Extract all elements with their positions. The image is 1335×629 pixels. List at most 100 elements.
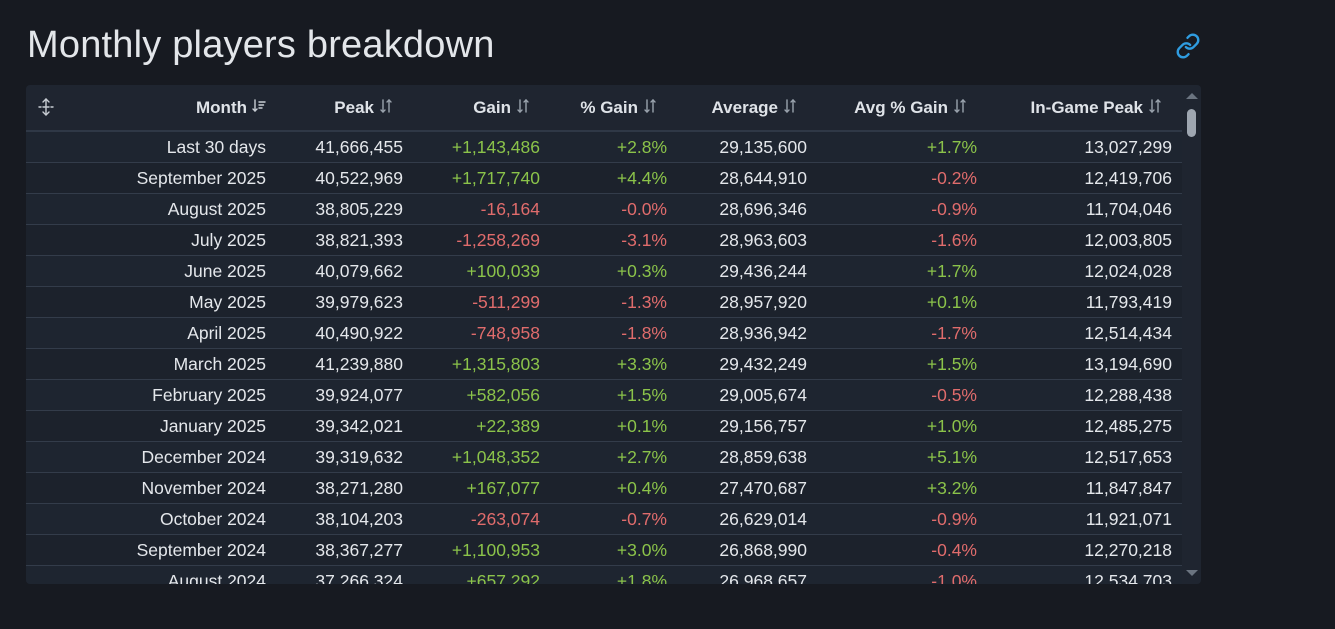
cell-in-game-peak: 12,288,438: [1084, 385, 1172, 405]
sort-icon: [379, 86, 393, 131]
vertical-scrollbar[interactable]: [1182, 85, 1201, 584]
cell-peak: 38,367,277: [315, 540, 403, 560]
cell-month: Last 30 days: [166, 137, 266, 157]
cell-avg-pct-gain: -1.6%: [931, 230, 977, 250]
cell-peak: 39,342,021: [315, 416, 403, 436]
column-header-label: Avg % Gain: [854, 98, 948, 117]
cell-avg-pct-gain: -0.2%: [931, 168, 977, 188]
cell-avg-pct-gain: -0.9%: [931, 509, 977, 529]
table-row: August 2024 37,266,324 +657,292 +1.8% 26,968…: [26, 566, 1182, 584]
cell-in-game-peak: 11,921,071: [1085, 509, 1172, 529]
cell-gain: +167,077: [466, 478, 540, 498]
cell-pct-gain: +2.8%: [616, 137, 667, 157]
column-header-in-game-peak[interactable]: In-Game Peak: [968, 85, 1162, 130]
cell-peak: 38,805,229: [315, 199, 403, 219]
cell-month: September 2025: [136, 168, 266, 188]
cell-gain: -263,074: [470, 509, 540, 529]
table-body: Last 30 days 41,666,455 +1,143,486 +2.8% 29,…: [26, 132, 1182, 584]
cell-in-game-peak: 11,704,046: [1085, 199, 1172, 219]
sort-icon: [516, 86, 530, 131]
column-header-peak[interactable]: Peak: [266, 85, 393, 130]
sort-icon: [643, 86, 657, 131]
scrollbar-thumb[interactable]: [1187, 109, 1196, 137]
cell-average: 27,470,687: [719, 478, 807, 498]
cell-peak: 41,666,455: [315, 137, 403, 157]
cell-in-game-peak: 12,485,275: [1084, 416, 1172, 436]
cell-avg-pct-gain: -0.5%: [931, 385, 977, 405]
column-header-month[interactable]: Month: [111, 85, 266, 130]
cell-gain: +1,100,953: [451, 540, 540, 560]
cell-month: November 2024: [141, 478, 266, 498]
cell-average: 28,957,920: [719, 292, 807, 312]
cell-average: 28,644,910: [719, 168, 807, 188]
cell-pct-gain: +2.7%: [616, 447, 667, 467]
table-row: August 2025 38,805,229 -16,164 -0.0% 28,696,…: [26, 194, 1182, 225]
scroll-up-arrow-icon[interactable]: [1186, 93, 1198, 99]
column-header-gain[interactable]: Gain: [396, 85, 530, 130]
monthly-players-table: Month Peak Gain % Gain Average Avg % Gai…: [26, 85, 1201, 584]
cell-avg-pct-gain: +1.7%: [926, 137, 977, 157]
column-header-pct-gain[interactable]: % Gain: [531, 85, 657, 130]
cell-gain: +582,056: [466, 385, 540, 405]
cell-month: May 2025: [189, 292, 266, 312]
cell-gain: -16,164: [480, 199, 540, 219]
cell-gain: -511,299: [472, 292, 540, 312]
cell-in-game-peak: 13,194,690: [1084, 354, 1172, 374]
table-row: November 2024 38,271,280 +167,077 +0.4% 27,4…: [26, 473, 1182, 504]
cell-peak: 40,079,662: [315, 261, 403, 281]
page-title: Monthly players breakdown: [27, 24, 495, 66]
column-header-label: Peak: [334, 98, 374, 117]
cell-peak: 40,522,969: [315, 168, 403, 188]
cell-month: March 2025: [173, 354, 266, 374]
cell-avg-pct-gain: +1.5%: [926, 354, 977, 374]
cell-peak: 37,266,324: [315, 571, 403, 584]
cell-avg-pct-gain: +0.1%: [926, 292, 977, 312]
cell-avg-pct-gain: +1.0%: [926, 416, 977, 436]
cell-pct-gain: +0.4%: [616, 478, 667, 498]
cell-peak: 39,979,623: [315, 292, 403, 312]
table-row: July 2025 38,821,393 -1,258,269 -3.1% 28,963…: [26, 225, 1182, 256]
cell-in-game-peak: 12,024,028: [1084, 261, 1172, 281]
column-header-avg-pct-gain[interactable]: Avg % Gain: [798, 85, 967, 130]
cell-pct-gain: +0.3%: [616, 261, 667, 281]
cell-pct-gain: -1.3%: [621, 292, 667, 312]
cell-month: September 2024: [136, 540, 266, 560]
cell-peak: 40,490,922: [315, 323, 403, 343]
table-row: September 2025 40,522,969 +1,717,740 +4.4% 2…: [26, 163, 1182, 194]
cell-in-game-peak: 11,847,847: [1085, 478, 1172, 498]
table-row: June 2025 40,079,662 +100,039 +0.3% 29,436,2…: [26, 256, 1182, 287]
sort-icon: [1148, 86, 1162, 131]
cell-gain: +1,315,803: [451, 354, 540, 374]
cell-month: July 2025: [191, 230, 266, 250]
sort-icon: [953, 86, 967, 131]
column-header-average[interactable]: Average: [658, 85, 797, 130]
cell-peak: 41,239,880: [315, 354, 403, 374]
cell-month: June 2025: [184, 261, 266, 281]
cell-avg-pct-gain: -0.4%: [931, 540, 977, 560]
cell-pct-gain: +1.8%: [616, 571, 667, 584]
cell-average: 29,436,244: [719, 261, 807, 281]
cell-avg-pct-gain: -0.9%: [931, 199, 977, 219]
cell-pct-gain: -3.1%: [621, 230, 667, 250]
column-header-label: In-Game Peak: [1030, 98, 1143, 117]
cell-average: 28,696,346: [719, 199, 807, 219]
cell-avg-pct-gain: +1.7%: [926, 261, 977, 281]
link-icon[interactable]: [1175, 33, 1201, 59]
cell-month: January 2025: [159, 416, 266, 436]
move-arrows-icon[interactable]: [36, 97, 56, 117]
cell-month: October 2024: [159, 509, 266, 529]
cell-in-game-peak: 12,270,218: [1084, 540, 1172, 560]
cell-gain: +1,717,740: [451, 168, 540, 188]
column-header-label: Gain: [473, 98, 511, 117]
table-row: September 2024 38,367,277 +1,100,953 +3.0% 2…: [26, 535, 1182, 566]
cell-average: 28,963,603: [719, 230, 807, 250]
cell-in-game-peak: 12,003,805: [1084, 230, 1172, 250]
cell-avg-pct-gain: +5.1%: [926, 447, 977, 467]
scroll-down-arrow-icon[interactable]: [1186, 570, 1198, 576]
table-row: February 2025 39,924,077 +582,056 +1.5% 29,0…: [26, 380, 1182, 411]
cell-average: 29,156,757: [719, 416, 807, 436]
table-row: April 2025 40,490,922 -748,958 -1.8% 28,936,…: [26, 318, 1182, 349]
cell-month: April 2025: [187, 323, 266, 343]
table-row: March 2025 41,239,880 +1,315,803 +3.3% 29,43…: [26, 349, 1182, 380]
sort-descending-icon: [252, 86, 266, 131]
